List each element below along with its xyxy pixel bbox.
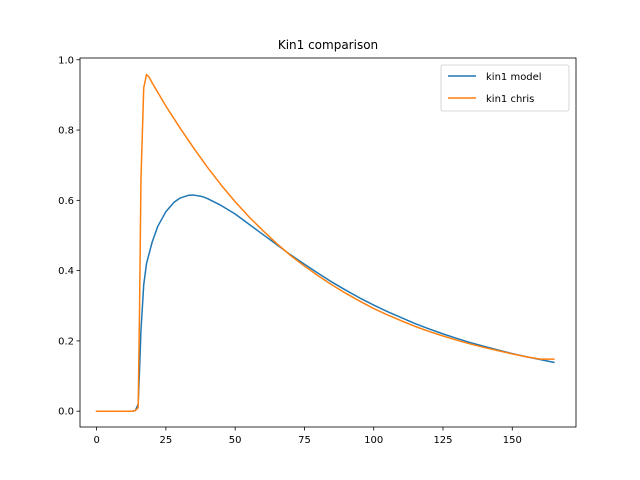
- y-tick-label: 0.4: [58, 266, 74, 277]
- x-tick-label: 0: [93, 435, 99, 446]
- x-tick-label: 50: [229, 435, 242, 446]
- y-tick-label: 0.6: [58, 196, 74, 207]
- axes-frame: [79, 57, 577, 428]
- x-axis: 0 25 50 75 100 125 150: [93, 427, 522, 446]
- x-tick-label: 150: [503, 435, 522, 446]
- series-line-kin1-model: [95, 194, 555, 412]
- x-tick-label: 25: [160, 435, 173, 446]
- x-tick-label: 100: [364, 435, 383, 446]
- y-tick-label: 0.8: [58, 126, 74, 137]
- y-axis: 0.0 0.2 0.4 0.6 0.8 1.0: [58, 55, 80, 418]
- chart-title: Kin1 comparison: [278, 38, 378, 52]
- x-tick-label: 125: [433, 435, 452, 446]
- x-tick-label: 75: [298, 435, 311, 446]
- series-layer: [95, 73, 555, 412]
- y-tick-label: 1.0: [58, 55, 74, 66]
- legend-label-kin1-model: kin1 model: [486, 72, 542, 83]
- series-line-kin1-chris: [95, 73, 555, 412]
- plot-area: 0 25 50 75 100 125 150 0.0 0.2 0.4 0.6 0.8 1.0: [58, 55, 577, 446]
- legend: kin1 model kin1 chris: [440, 64, 570, 112]
- y-tick-label: 0.2: [58, 336, 74, 347]
- y-tick-label: 0.0: [58, 407, 74, 418]
- legend-label-kin1-chris: kin1 chris: [486, 94, 534, 105]
